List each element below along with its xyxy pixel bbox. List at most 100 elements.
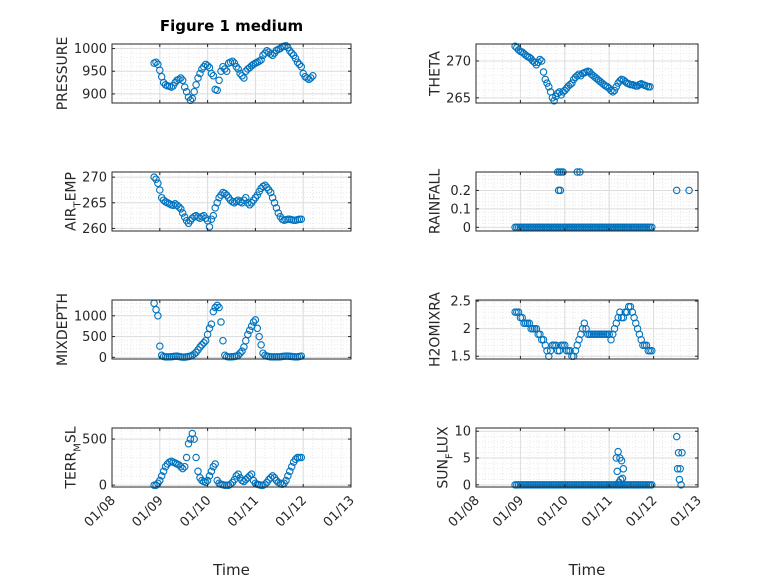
chart-title: Figure 1 medium xyxy=(160,17,303,35)
data-point xyxy=(159,196,168,204)
y-label-main: AIR xyxy=(63,207,79,231)
y-tick-label: 2 xyxy=(463,322,471,337)
y-axis-label: TERRMSL xyxy=(63,426,83,489)
y-tick-label: 1.5 xyxy=(450,350,471,365)
y-axis-label: AIRTEMP xyxy=(63,172,83,231)
y-tick-label: 0 xyxy=(99,479,107,494)
data-point xyxy=(205,472,214,480)
x-tick-label: 01/12 xyxy=(273,493,310,530)
y-tick-label: 1000 xyxy=(74,42,107,57)
x-tick-label: 01/13 xyxy=(668,493,705,530)
data-point xyxy=(207,69,216,78)
data-point xyxy=(255,57,263,65)
data-point xyxy=(293,58,302,66)
x-tick-label: 01/12 xyxy=(623,493,660,530)
data-point xyxy=(685,186,693,195)
data-point xyxy=(234,65,242,73)
x-tick-label: 01/09 xyxy=(130,493,167,530)
data-point xyxy=(157,472,166,480)
x-tick-label: 01/10 xyxy=(535,493,572,530)
y-label-subscript: F xyxy=(445,453,456,459)
data-point xyxy=(609,88,617,96)
data-point xyxy=(188,214,197,222)
series-points xyxy=(511,42,654,105)
plot-area xyxy=(112,300,351,359)
data-point xyxy=(167,83,176,91)
data-point xyxy=(228,57,237,65)
data-point xyxy=(207,467,216,476)
data-point xyxy=(238,72,246,80)
data-point xyxy=(545,83,553,91)
y-tick-label: 0 xyxy=(463,478,471,493)
data-point xyxy=(177,74,185,82)
y-label-main: THETA xyxy=(427,51,443,97)
data-point xyxy=(200,62,208,71)
data-point xyxy=(286,467,294,476)
data-point xyxy=(253,324,262,333)
y-tick-label: 900 xyxy=(82,87,107,102)
data-point xyxy=(207,215,216,223)
data-point xyxy=(261,49,269,57)
data-point xyxy=(575,70,583,78)
y-tick-label: 1000 xyxy=(74,309,107,324)
data-point xyxy=(255,332,263,341)
data-point xyxy=(291,54,300,63)
data-point xyxy=(536,55,544,64)
x-tick-label: 01/09 xyxy=(490,493,527,530)
x-tick-label: 01/10 xyxy=(177,493,214,530)
x-axis-label: Time xyxy=(212,561,250,579)
y-tick-label: 500 xyxy=(82,330,107,345)
data-point xyxy=(203,62,212,70)
data-point xyxy=(678,448,686,457)
data-point xyxy=(211,460,219,468)
data-point xyxy=(266,50,275,58)
plot-area xyxy=(476,300,698,359)
series-points xyxy=(150,299,306,361)
data-point xyxy=(213,199,221,207)
data-point xyxy=(287,462,296,471)
x-tick-label: 01/13 xyxy=(321,493,358,530)
data-point xyxy=(613,467,621,476)
data-point xyxy=(245,326,254,335)
y-tick-label: 950 xyxy=(82,65,107,80)
data-point xyxy=(190,87,198,96)
data-point xyxy=(287,49,296,57)
data-point xyxy=(673,465,682,473)
data-point xyxy=(295,60,304,69)
series-points xyxy=(511,432,686,489)
data-point xyxy=(159,467,168,476)
y-tick-label: 5 xyxy=(463,452,471,467)
y-label-main: SUN xyxy=(436,459,452,489)
axes-box xyxy=(111,427,352,488)
data-point xyxy=(617,456,626,465)
data-point xyxy=(238,347,246,355)
data-point xyxy=(610,86,619,95)
x-tick-label: 01/11 xyxy=(579,493,616,530)
data-point xyxy=(175,75,183,84)
data-point xyxy=(297,215,306,223)
data-point xyxy=(242,475,250,484)
data-point xyxy=(156,476,164,485)
data-point xyxy=(618,474,627,483)
data-point xyxy=(211,303,219,312)
axes-box xyxy=(475,171,699,232)
data-point xyxy=(646,83,654,91)
data-point xyxy=(648,346,656,355)
y-tick-label: 0 xyxy=(463,221,471,236)
data-point xyxy=(156,342,164,350)
y-tick-label: 270 xyxy=(82,171,107,186)
y-tick-label: 0.2 xyxy=(450,184,471,199)
data-point xyxy=(163,353,172,361)
y-tick-label: 260 xyxy=(82,222,107,237)
data-point xyxy=(266,188,275,197)
y-tick-label: 500 xyxy=(82,433,107,448)
y-tick-label: 265 xyxy=(82,196,107,211)
data-point xyxy=(274,209,283,217)
y-axis-label: PRESSURE xyxy=(55,37,71,111)
data-point xyxy=(200,339,208,347)
data-point xyxy=(261,181,269,190)
data-point xyxy=(190,435,198,443)
